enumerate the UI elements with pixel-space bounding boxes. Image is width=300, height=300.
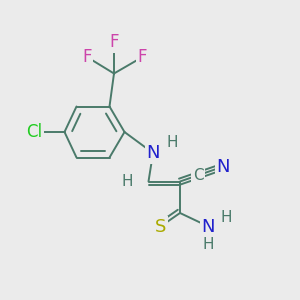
Text: N: N xyxy=(146,144,160,162)
Text: H: H xyxy=(203,237,214,252)
Text: H: H xyxy=(122,174,133,189)
Text: N: N xyxy=(202,218,215,236)
Text: H: H xyxy=(221,210,232,225)
Text: F: F xyxy=(109,33,119,51)
Text: H: H xyxy=(167,135,178,150)
Text: N: N xyxy=(217,158,230,175)
Text: S: S xyxy=(155,218,166,236)
Text: C: C xyxy=(193,168,203,183)
Text: F: F xyxy=(82,48,92,66)
Text: Cl: Cl xyxy=(26,123,43,141)
Text: F: F xyxy=(138,48,147,66)
